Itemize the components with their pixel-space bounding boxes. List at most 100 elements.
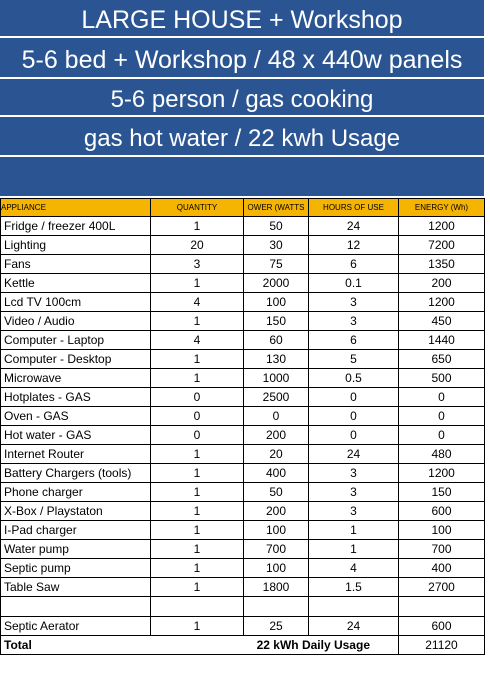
- cell-appliance: Fridge / freezer 400L: [0, 216, 151, 236]
- header-appliance: APPLIANCE: [0, 198, 151, 217]
- cell-quantity: 1: [150, 539, 244, 559]
- cell-hours: 5: [308, 349, 399, 369]
- cell-power: 2500: [243, 387, 309, 407]
- cell-appliance: Video / Audio: [0, 311, 151, 331]
- empty-appliance: [0, 596, 151, 617]
- cell-quantity: 1: [150, 558, 244, 578]
- cell-power: 700: [243, 539, 309, 559]
- cell-power: 150: [243, 311, 309, 331]
- cell-appliance: I-Pad charger: [0, 520, 151, 540]
- cell-hours: 0.1: [308, 273, 399, 293]
- title-spacer: [0, 157, 484, 198]
- cell-hours: 12: [308, 235, 399, 255]
- cell-hours: 6: [308, 330, 399, 350]
- cell-power: 75: [243, 254, 309, 274]
- table-row: Septic Aerator 1 25 24 600: [0, 616, 485, 636]
- cell-energy: 480: [398, 444, 485, 464]
- cell-appliance: Septic pump: [0, 558, 151, 578]
- cell-quantity: 1: [150, 616, 244, 636]
- cell-energy: 2700: [398, 577, 485, 597]
- cell-energy: 150: [398, 482, 485, 502]
- cell-appliance: Internet Router: [0, 444, 151, 464]
- cell-power: 30: [243, 235, 309, 255]
- cell-power: 1800: [243, 577, 309, 597]
- cell-power: 100: [243, 520, 309, 540]
- cell-quantity: 1: [150, 482, 244, 502]
- table-header-row: APPLIANCE QUANTITY OWER (WATTS HOURS OF USE…: [0, 198, 485, 217]
- cell-hours: 0: [308, 406, 399, 426]
- table-row: Septic pump 1 100 4 400: [0, 558, 485, 578]
- title-line-3: 5-6 person / gas cooking: [0, 79, 484, 117]
- header-power: OWER (WATTS: [243, 198, 309, 217]
- cell-quantity: 1: [150, 273, 244, 293]
- cell-hours: 3: [308, 501, 399, 521]
- cell-energy: 7200: [398, 235, 485, 255]
- table-row: Phone charger 1 50 3 150: [0, 482, 485, 502]
- cell-hours: 24: [308, 616, 399, 636]
- table-row: Battery Chargers (tools) 1 400 3 1200: [0, 463, 485, 483]
- cell-energy: 0: [398, 387, 485, 407]
- cell-power: 100: [243, 292, 309, 312]
- empty-power: [243, 596, 309, 617]
- cell-appliance: Phone charger: [0, 482, 151, 502]
- cell-appliance: Water pump: [0, 539, 151, 559]
- cell-appliance: Hotplates - GAS: [0, 387, 151, 407]
- cell-energy: 0: [398, 425, 485, 445]
- cell-power: 400: [243, 463, 309, 483]
- cell-energy: 700: [398, 539, 485, 559]
- cell-quantity: 3: [150, 254, 244, 274]
- cell-quantity: 1: [150, 311, 244, 331]
- cell-power: 0: [243, 406, 309, 426]
- cell-hours: 6: [308, 254, 399, 274]
- empty-hours: [308, 596, 399, 617]
- cell-hours: 1: [308, 539, 399, 559]
- daily-usage-label: 22 kWh Daily Usage: [150, 635, 399, 655]
- cell-energy: 650: [398, 349, 485, 369]
- cell-quantity: 1: [150, 368, 244, 388]
- title-line-4: gas hot water / 22 kwh Usage: [0, 117, 484, 157]
- cell-appliance: Oven - GAS: [0, 406, 151, 426]
- table-row: Computer - Laptop 4 60 6 1440: [0, 330, 485, 350]
- cell-quantity: 20: [150, 235, 244, 255]
- cell-hours: 0.5: [308, 368, 399, 388]
- table-row: Lighting 20 30 12 7200: [0, 235, 485, 255]
- table-row: Hot water - GAS 0 200 0 0: [0, 425, 485, 445]
- cell-quantity: 1: [150, 444, 244, 464]
- cell-quantity: 0: [150, 387, 244, 407]
- cell-hours: 3: [308, 463, 399, 483]
- cell-quantity: 1: [150, 349, 244, 369]
- empty-quantity: [150, 596, 244, 617]
- cell-hours: 4: [308, 558, 399, 578]
- cell-energy: 1200: [398, 292, 485, 312]
- blank-row: [0, 596, 485, 617]
- cell-quantity: 1: [150, 520, 244, 540]
- cell-power: 200: [243, 425, 309, 445]
- total-label: Total: [0, 635, 151, 655]
- header-quantity: QUANTITY: [150, 198, 244, 217]
- cell-energy: 1350: [398, 254, 485, 274]
- table-body: APPLIANCE QUANTITY OWER (WATTS HOURS OF USE…: [0, 198, 485, 655]
- cell-power: 20: [243, 444, 309, 464]
- table-row: Computer - Desktop 1 130 5 650: [0, 349, 485, 369]
- cell-quantity: 0: [150, 425, 244, 445]
- cell-power: 60: [243, 330, 309, 350]
- table-row: Water pump 1 700 1 700: [0, 539, 485, 559]
- table-row: Kettle 1 2000 0.1 200: [0, 273, 485, 293]
- cell-energy: 400: [398, 558, 485, 578]
- cell-energy: 600: [398, 501, 485, 521]
- cell-power: 25: [243, 616, 309, 636]
- cell-quantity: 4: [150, 292, 244, 312]
- cell-power: 1000: [243, 368, 309, 388]
- cell-appliance: Kettle: [0, 273, 151, 293]
- table-row: Internet Router 1 20 24 480: [0, 444, 485, 464]
- cell-energy: 1200: [398, 463, 485, 483]
- cell-energy: 450: [398, 311, 485, 331]
- cell-appliance: Computer - Desktop: [0, 349, 151, 369]
- table-row: Table Saw 1 1800 1.5 2700: [0, 577, 485, 597]
- cell-hours: 3: [308, 311, 399, 331]
- cell-energy: 100: [398, 520, 485, 540]
- cell-quantity: 1: [150, 577, 244, 597]
- total-row: Total 22 kWh Daily Usage 21120: [0, 635, 485, 655]
- cell-hours: 0: [308, 387, 399, 407]
- cell-energy: 600: [398, 616, 485, 636]
